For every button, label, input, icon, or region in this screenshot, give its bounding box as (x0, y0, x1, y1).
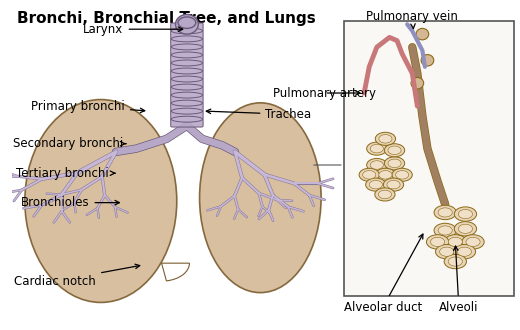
Circle shape (438, 226, 452, 235)
Circle shape (439, 247, 454, 256)
Circle shape (366, 178, 386, 191)
Ellipse shape (416, 28, 428, 40)
Bar (344, 21, 514, 296)
Circle shape (379, 135, 392, 143)
Circle shape (448, 237, 462, 247)
Circle shape (457, 247, 472, 256)
Circle shape (448, 257, 462, 266)
Circle shape (454, 222, 476, 236)
Ellipse shape (200, 103, 321, 293)
Circle shape (426, 235, 449, 249)
Text: Cardiac notch: Cardiac notch (15, 264, 140, 288)
Circle shape (383, 178, 404, 191)
Circle shape (387, 181, 400, 189)
Text: Tertiary bronchi: Tertiary bronchi (17, 167, 115, 180)
Circle shape (436, 245, 458, 259)
Circle shape (370, 145, 383, 153)
Text: Larynx: Larynx (83, 23, 183, 36)
Circle shape (375, 132, 396, 146)
Ellipse shape (176, 15, 198, 34)
Circle shape (379, 190, 392, 199)
Circle shape (379, 171, 392, 179)
Circle shape (392, 168, 412, 182)
Ellipse shape (25, 100, 177, 302)
Text: Primary bronchi: Primary bronchi (31, 100, 145, 113)
FancyBboxPatch shape (171, 23, 203, 127)
Circle shape (388, 146, 401, 154)
Circle shape (462, 235, 484, 249)
Text: Trachea: Trachea (206, 108, 311, 121)
Circle shape (384, 157, 405, 170)
Circle shape (367, 142, 387, 155)
Circle shape (359, 168, 380, 182)
Circle shape (458, 224, 473, 233)
Circle shape (362, 171, 376, 179)
Text: Pulmonary vein: Pulmonary vein (366, 10, 458, 29)
Circle shape (444, 235, 466, 249)
Circle shape (466, 237, 480, 247)
Ellipse shape (421, 54, 434, 66)
Text: Alveoli: Alveoli (439, 246, 478, 314)
Circle shape (431, 237, 445, 247)
Circle shape (384, 144, 405, 157)
Circle shape (369, 181, 382, 189)
Ellipse shape (411, 78, 424, 89)
Text: Bronchi, Bronchial Tree, and Lungs: Bronchi, Bronchial Tree, and Lungs (17, 11, 316, 26)
Ellipse shape (178, 17, 196, 28)
Circle shape (453, 245, 476, 259)
Circle shape (388, 159, 401, 168)
Circle shape (444, 254, 466, 269)
Circle shape (434, 205, 457, 220)
Text: Pulmonary artery: Pulmonary artery (273, 86, 376, 100)
Circle shape (367, 158, 387, 172)
Circle shape (375, 168, 396, 182)
Text: Alveolar duct: Alveolar duct (344, 234, 423, 314)
Text: Secondary bronchi: Secondary bronchi (13, 137, 126, 150)
Circle shape (370, 161, 383, 169)
Circle shape (438, 208, 452, 217)
Circle shape (375, 188, 395, 201)
Wedge shape (162, 263, 189, 281)
Circle shape (458, 210, 473, 219)
Circle shape (396, 171, 409, 179)
Circle shape (434, 223, 457, 238)
Text: Bronchioles: Bronchioles (21, 196, 120, 209)
Circle shape (454, 207, 476, 221)
